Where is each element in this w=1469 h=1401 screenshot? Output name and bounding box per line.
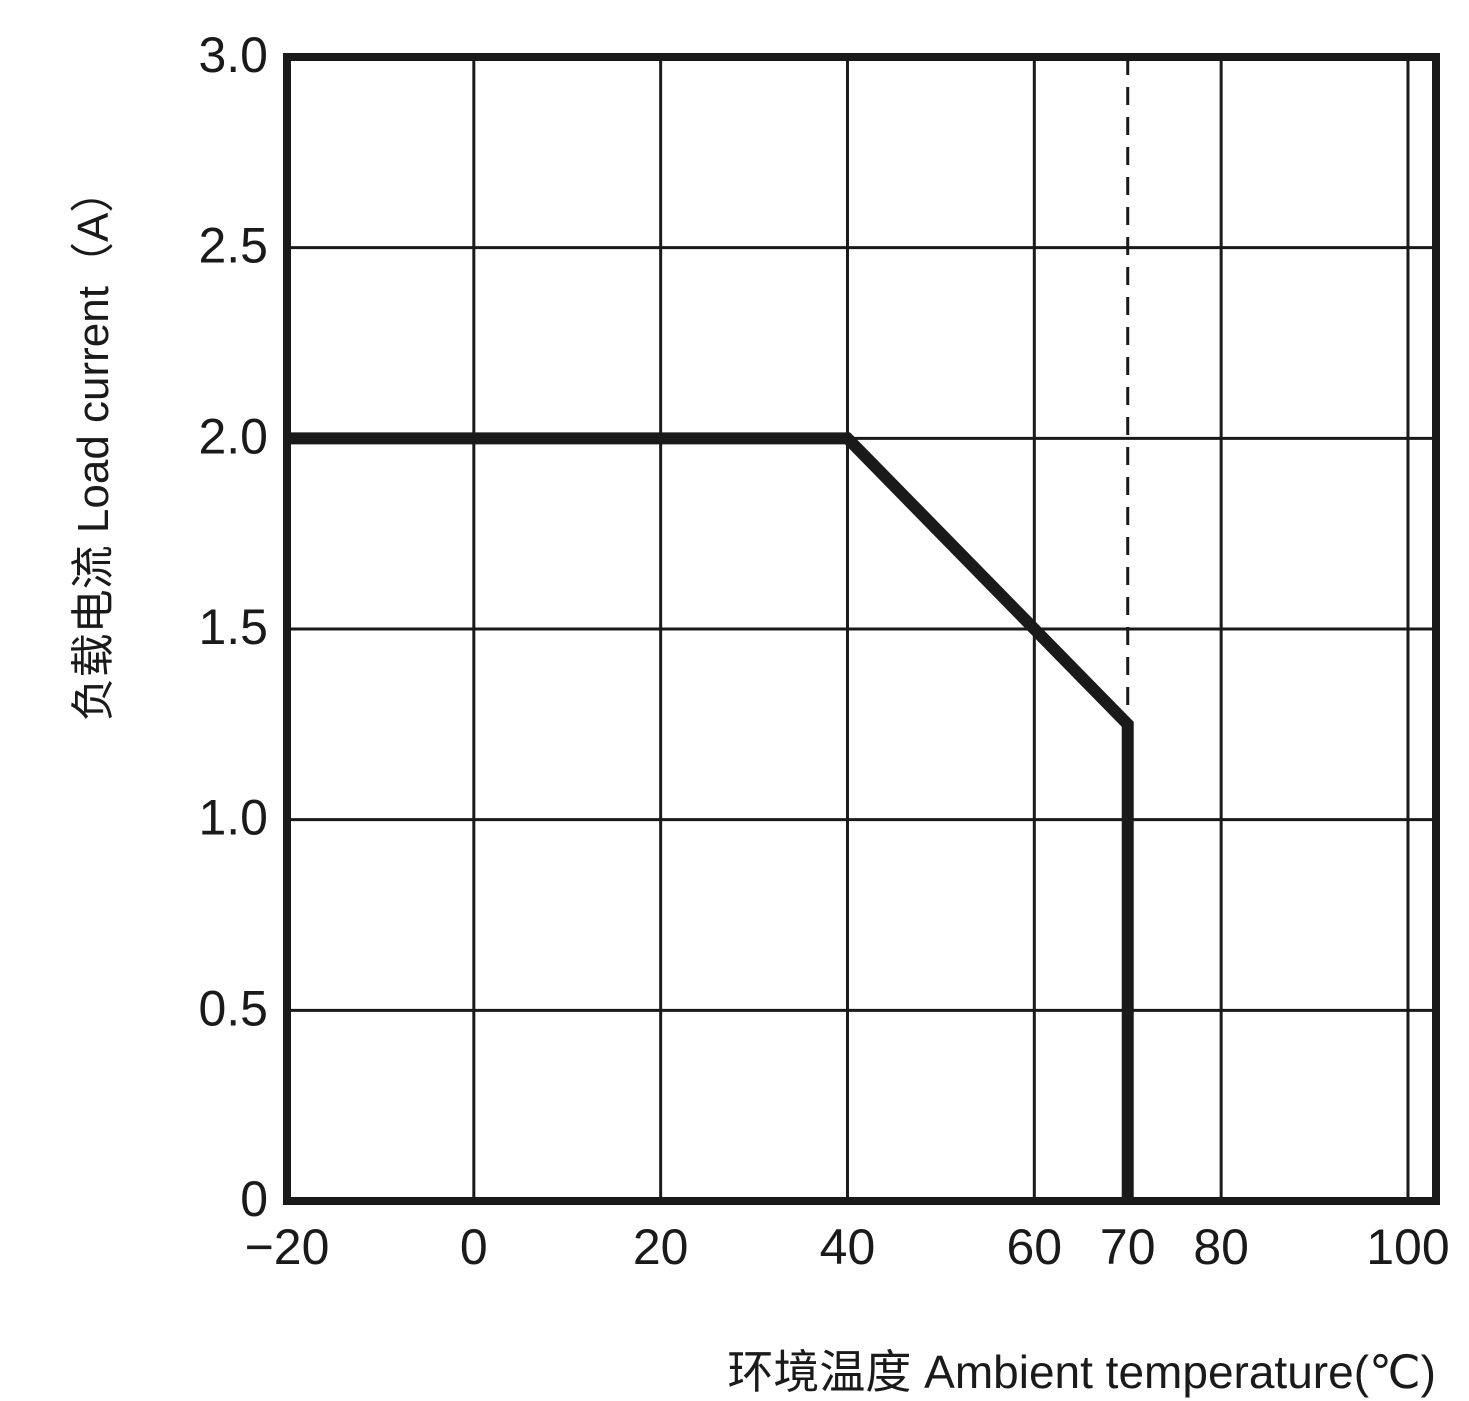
y-tick-label: 0.5: [198, 980, 268, 1036]
y-tick-label: 1.0: [198, 790, 268, 846]
x-tick-label: 60: [1007, 1219, 1063, 1275]
x-tick-label: 80: [1193, 1219, 1249, 1275]
y-tick-label: 3.0: [198, 27, 268, 83]
y-tick-label: 0: [240, 1171, 268, 1227]
x-tick-label: 70: [1100, 1219, 1156, 1275]
x-tick-label: 100: [1366, 1219, 1449, 1275]
y-tick-label: 2.0: [198, 408, 268, 464]
y-axis-label: 负载电流 Load current（A）: [69, 169, 118, 722]
y-tick-label: 2.5: [198, 218, 268, 274]
x-tick-label: 20: [633, 1219, 689, 1275]
grid-lines: [287, 57, 1436, 1201]
series-line: [287, 432, 1134, 1201]
y-tick-labels: 0 0.5 1.0 1.5 2.0 2.5 3.0: [198, 27, 268, 1227]
x-tick-label: −20: [245, 1219, 330, 1275]
x-axis-label: 环境温度 Ambient temperature(℃): [727, 1346, 1436, 1398]
plot-frame: [283, 53, 1440, 1205]
x-tick-label: 40: [820, 1219, 876, 1275]
x-tick-label: 0: [460, 1219, 488, 1275]
series-group: [287, 432, 1134, 1201]
y-tick-label: 1.5: [198, 599, 268, 655]
x-tick-labels: −20 0 20 40 60 70 80 100: [245, 1219, 1450, 1275]
